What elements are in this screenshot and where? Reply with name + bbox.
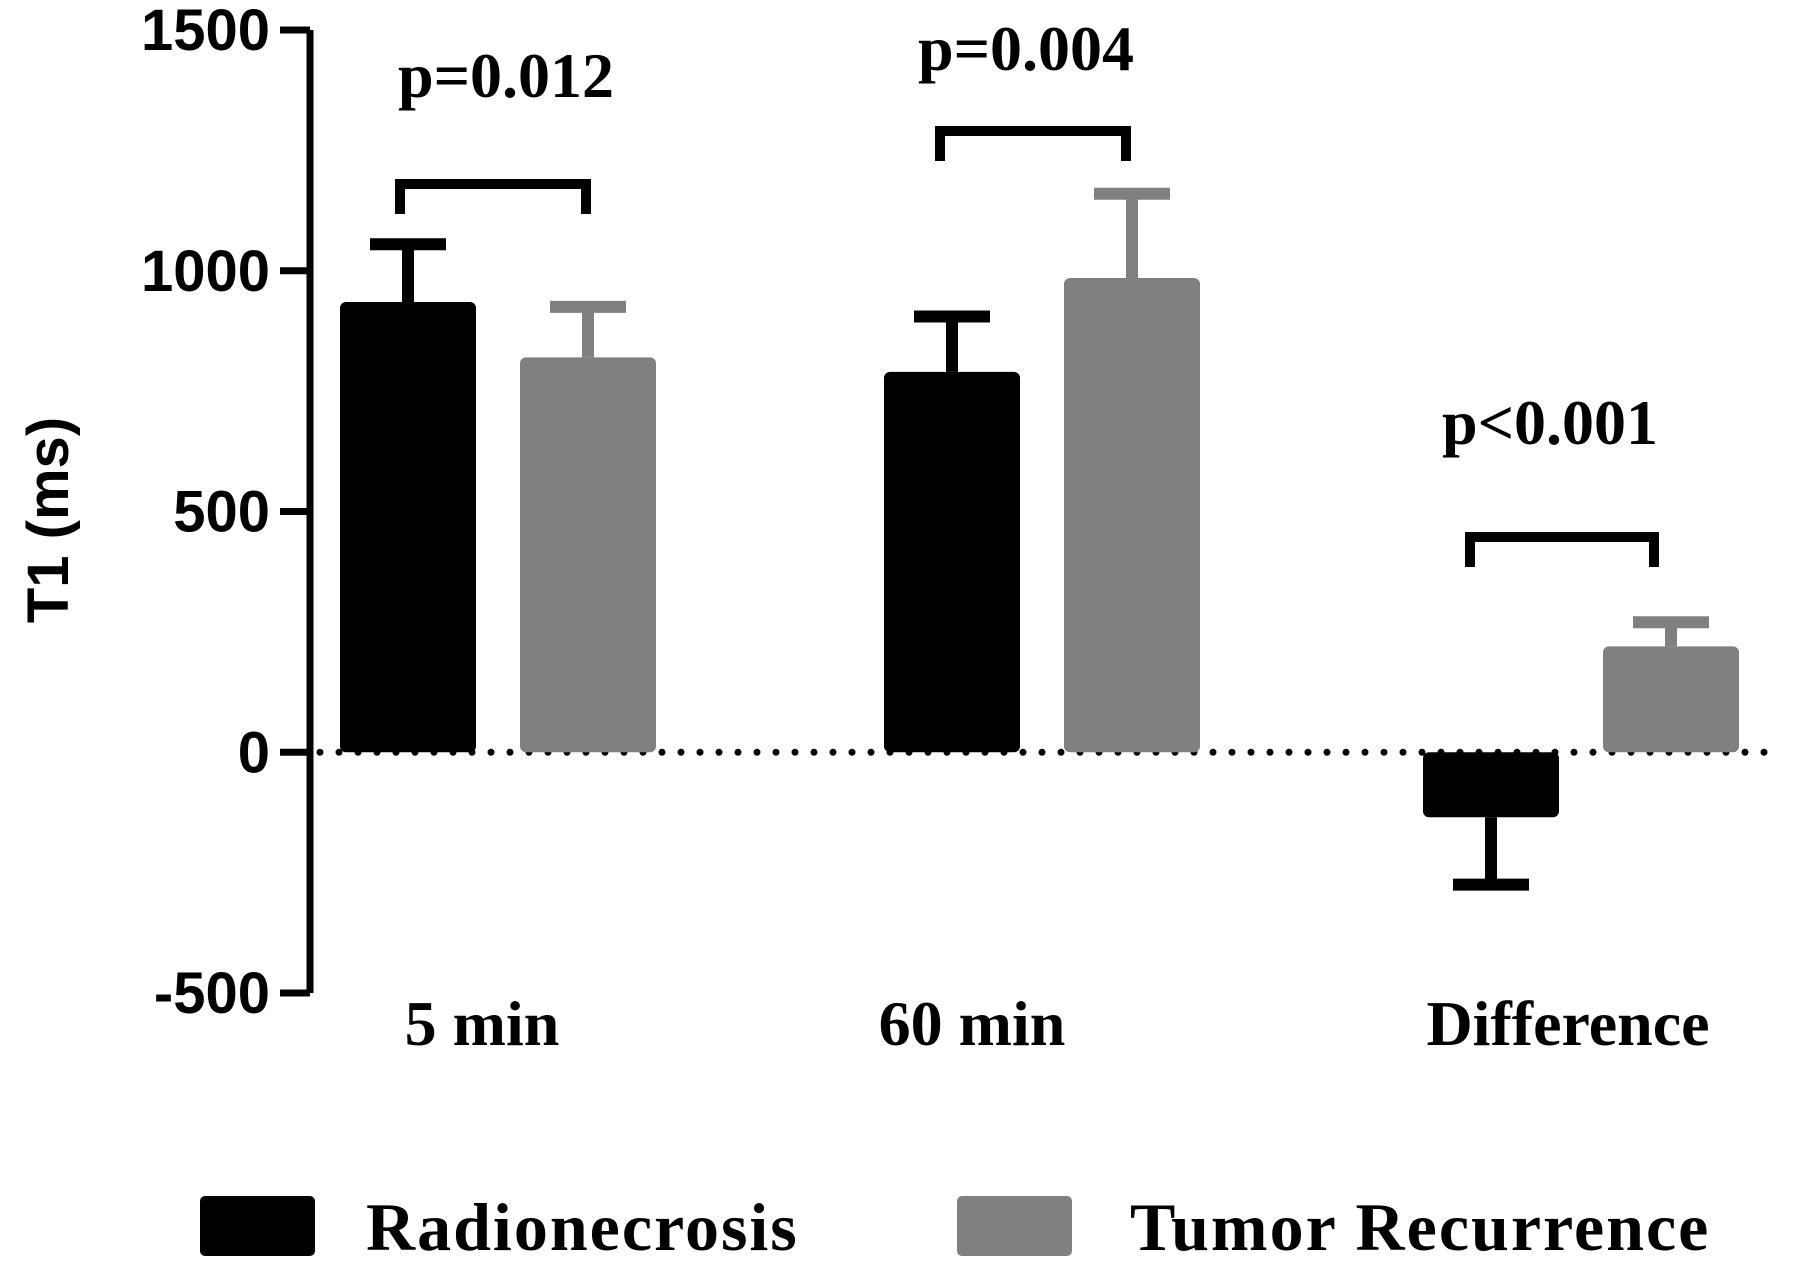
bar	[340, 302, 476, 753]
x-category-label: 60 min	[879, 988, 1066, 1059]
y-tick-label: 1500	[141, 0, 270, 63]
x-category-label: 5 min	[405, 988, 560, 1059]
bar	[884, 371, 1020, 753]
p-value-label: p=0.012	[398, 40, 614, 111]
x-category-label: Difference	[1426, 988, 1709, 1059]
bar	[1603, 646, 1739, 753]
bar	[1423, 752, 1559, 818]
legend-label: Tumor Recurrence	[1130, 1189, 1710, 1261]
legend: Radionecrosis Tumor Recurrence	[200, 1189, 1710, 1261]
legend-label: Radionecrosis	[366, 1189, 799, 1261]
y-tick-label: 500	[173, 480, 270, 545]
significance-bracket	[1465, 532, 1659, 567]
p-value-label: p<0.001	[1442, 387, 1658, 458]
plot-area: -500 0 500 1000 1500 5 min 60 min Difference p=0…	[141, 0, 1772, 1059]
significance-bracket	[395, 179, 591, 214]
bar	[520, 357, 656, 753]
y-tick-label: -500	[154, 961, 270, 1026]
y-axis-title: T1 (ms)	[16, 417, 81, 623]
y-tick-label: 0	[238, 720, 270, 785]
legend-swatch	[200, 1196, 315, 1256]
bar	[1064, 277, 1200, 753]
legend-swatch	[957, 1196, 1072, 1256]
p-value-label: p=0.004	[918, 13, 1134, 84]
significance-bracket	[935, 126, 1131, 161]
y-tick-label: 1000	[141, 239, 270, 304]
